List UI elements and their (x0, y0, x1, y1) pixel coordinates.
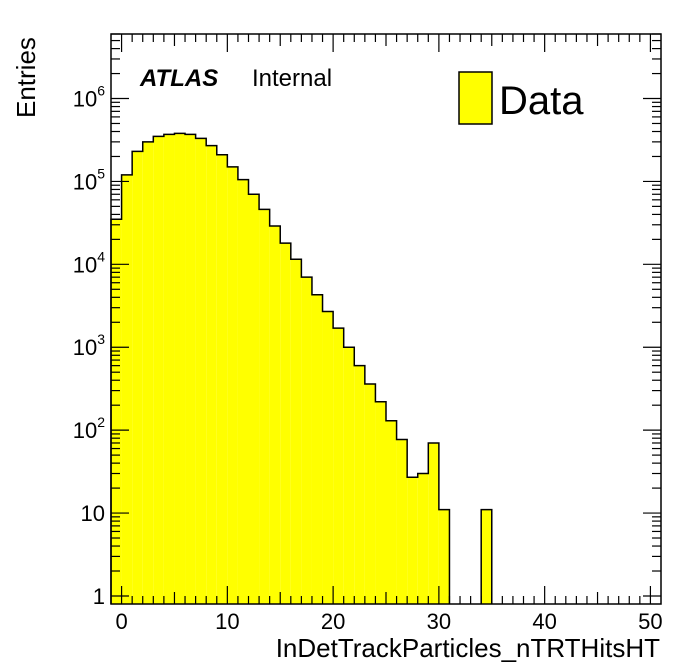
y-tick-label: 103 (73, 331, 105, 360)
axis-ticks (111, 33, 661, 604)
legend-label: Data (499, 79, 584, 123)
histogram-bar (396, 439, 408, 604)
histogram-bar (343, 347, 355, 604)
histogram-bar (481, 509, 492, 604)
x-tick-label: 40 (532, 609, 556, 634)
histogram-bar (280, 243, 291, 604)
y-tick-label: 104 (73, 248, 105, 277)
histogram-bar (206, 145, 217, 605)
histogram-bar (290, 259, 302, 604)
legend: Data (458, 71, 584, 125)
status-label: Internal (252, 65, 332, 92)
histogram-bar (132, 151, 143, 604)
atlas-label: ATLAS (139, 65, 218, 92)
histogram-bar (237, 179, 249, 605)
histogram-bar (195, 138, 207, 604)
histogram-bar (259, 209, 270, 604)
histogram-bar (121, 174, 133, 604)
y-tick-label: 1 (93, 584, 105, 609)
histogram-bar (407, 477, 418, 604)
y-tick-label: 105 (73, 165, 105, 194)
histogram-bar (386, 420, 397, 604)
histogram-bar (269, 225, 281, 604)
histogram-bar (354, 365, 365, 604)
x-tick-label: 0 (115, 609, 127, 634)
x-tick-label: 10 (215, 609, 239, 634)
y-tick-labels: 1 10 102 103 104 105 106 (73, 83, 105, 609)
histogram-bar (417, 473, 429, 604)
histogram-bar (163, 134, 175, 604)
histogram-bar (364, 384, 376, 604)
histogram-bar (185, 134, 196, 604)
histogram-bar (142, 141, 154, 604)
histogram-outline (110, 132, 493, 604)
histogram-bar (322, 311, 334, 604)
y-tick-label: 102 (73, 414, 105, 443)
y-axis-title: Entries (11, 37, 41, 118)
histogram-bar (174, 133, 186, 605)
histogram-bar (153, 136, 164, 605)
histogram-bars (111, 133, 492, 605)
x-tick-labels: 0 10 20 30 40 50 (115, 609, 662, 634)
x-tick-label: 30 (427, 609, 451, 634)
x-axis-title: InDetTrackParticles_nTRTHitsHT (276, 633, 660, 663)
histogram-bar (311, 294, 323, 604)
histogram-bar (111, 219, 122, 604)
histogram-bar (216, 154, 228, 604)
histogram-bar (248, 194, 260, 605)
x-tick-label: 50 (638, 609, 662, 634)
histogram-bar (227, 166, 238, 604)
y-tick-label: 106 (73, 83, 105, 112)
histogram-bar (333, 328, 344, 604)
histogram-bar (375, 401, 386, 604)
legend-swatch (458, 71, 493, 125)
y-tick-label: 10 (81, 501, 105, 526)
histogram-bar (438, 509, 450, 604)
histogram-bar (428, 442, 439, 604)
histogram-bar (301, 277, 312, 604)
x-tick-label: 20 (321, 609, 345, 634)
